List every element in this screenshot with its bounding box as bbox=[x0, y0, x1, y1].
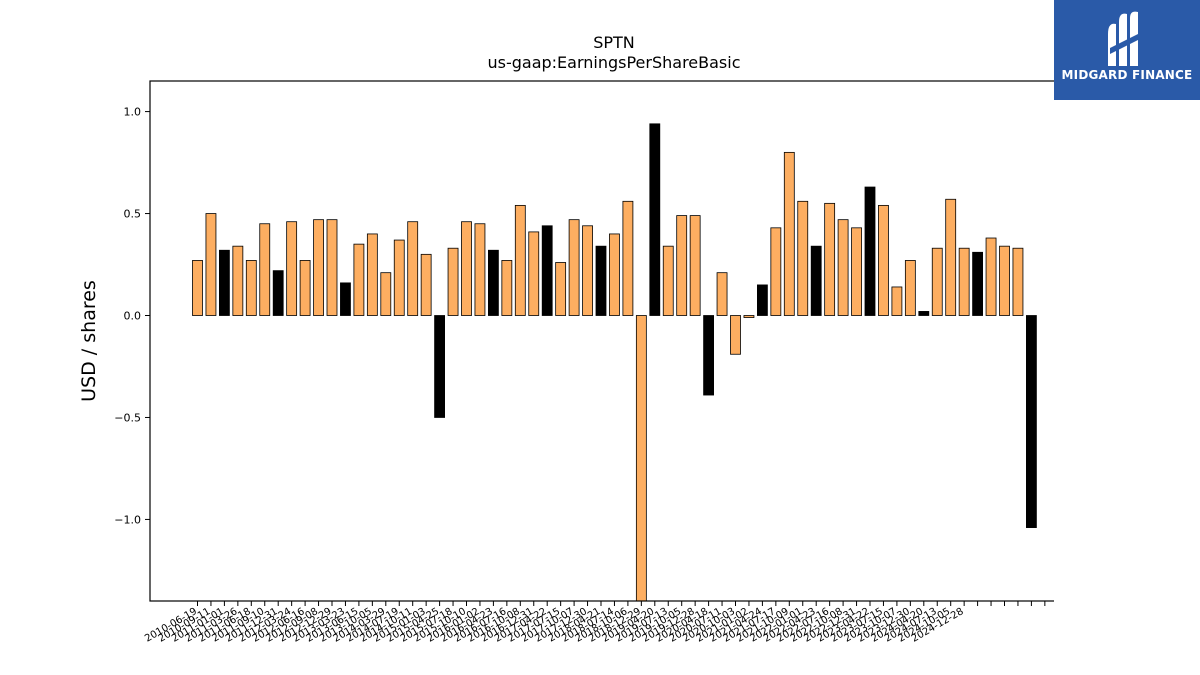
bar-2013-03-23 bbox=[340, 282, 351, 316]
bar-2017-07-15 bbox=[555, 262, 567, 316]
bar-2011-06-18 bbox=[245, 260, 257, 316]
bar-2023-12-30 bbox=[904, 260, 916, 316]
bar-2015-01-03 bbox=[420, 253, 432, 316]
bar-2012-09-08 bbox=[313, 219, 324, 316]
bar-2014-07-19 bbox=[393, 239, 405, 316]
y-tick-label: −1.0 bbox=[114, 513, 141, 526]
bar-2025-04-19 bbox=[972, 251, 983, 316]
bar-2015-07-18 bbox=[447, 247, 459, 316]
bar-2022-01-01 bbox=[797, 200, 809, 316]
bar-2014-03-29 bbox=[380, 272, 392, 316]
bar-2025-12-27 bbox=[1012, 247, 1024, 316]
bar-2024-12-28 bbox=[958, 247, 970, 316]
bar-2011-09-10 bbox=[259, 223, 271, 316]
bar-2012-06-16 bbox=[299, 260, 311, 316]
bar-2024-07-13 bbox=[931, 247, 943, 316]
bar-2018-10-06 bbox=[622, 200, 634, 316]
bar-2021-10-09 bbox=[783, 151, 795, 316]
bar-2017-04-22 bbox=[541, 225, 553, 316]
bar-2021-01-02 bbox=[743, 315, 755, 318]
bar-2019-04-20 bbox=[649, 123, 661, 316]
chart-title: SPTN bbox=[593, 33, 635, 52]
bar-2022-12-31 bbox=[851, 227, 862, 316]
bar-2025-10-04 bbox=[999, 245, 1010, 316]
bar-2011-03-26 bbox=[232, 245, 244, 316]
bar-2016-10-08 bbox=[514, 204, 526, 316]
bar-2010-09-11 bbox=[205, 213, 217, 316]
bar-2018-12-29 bbox=[635, 315, 647, 602]
bar-2013-10-05 bbox=[366, 233, 378, 316]
bar-2018-07-14 bbox=[609, 233, 620, 316]
bar-2011-01-01 bbox=[218, 249, 230, 316]
bar-2019-10-05 bbox=[676, 215, 688, 316]
y-tick-label: −0.5 bbox=[114, 411, 141, 424]
bar-2016-01-02 bbox=[474, 223, 486, 316]
bar-2017-10-07 bbox=[568, 219, 580, 316]
bar-2016-07-16 bbox=[501, 260, 513, 316]
bar-2013-06-15 bbox=[353, 243, 365, 316]
bar-2026-04-18 bbox=[1026, 315, 1037, 528]
bar-2022-07-16 bbox=[824, 202, 836, 316]
bar-2018-04-21 bbox=[595, 245, 607, 316]
y-tick-label: 0.5 bbox=[124, 208, 142, 221]
bar-2021-07-17 bbox=[770, 227, 782, 316]
bar-2016-04-23 bbox=[487, 249, 499, 316]
bar-2020-10-03 bbox=[730, 315, 741, 355]
bar-2011-12-31 bbox=[272, 270, 284, 316]
bar-2017-12-30 bbox=[582, 225, 593, 316]
brand-logo: MIDGARD FINANCE bbox=[1054, 0, 1200, 100]
y-axis-label: USD / shares bbox=[78, 280, 100, 402]
bar-2016-12-31 bbox=[528, 231, 540, 316]
bar-2015-04-25 bbox=[434, 315, 446, 418]
bar-2022-04-23 bbox=[810, 245, 822, 316]
y-tick-label: 0.0 bbox=[124, 310, 142, 323]
chart-subtitle: us-gaap:EarningsPerShareBasic bbox=[487, 53, 740, 72]
bar-2010-06-19 bbox=[192, 260, 203, 316]
bar-2022-10-08 bbox=[837, 219, 849, 316]
bar-2023-04-22 bbox=[864, 186, 876, 316]
plot-frame bbox=[149, 80, 1054, 602]
eps-bar-chart: SPTN us-gaap:EarningsPerShareBasic USD /… bbox=[78, 33, 1054, 645]
midgard-m-logo-icon bbox=[1108, 11, 1146, 67]
bar-2019-07-13 bbox=[662, 245, 674, 316]
brand-name: MIDGARD FINANCE bbox=[1061, 68, 1193, 82]
bar-2012-12-29 bbox=[326, 219, 338, 316]
bar-2015-10-10 bbox=[461, 221, 472, 316]
x-axis-ticks: 2010-06-192010-09-112011-01-012011-03-26… bbox=[143, 601, 1046, 645]
bars-group bbox=[192, 123, 1037, 602]
y-axis-ticks: −1.0 −0.5 0.0 0.5 1.0 bbox=[114, 106, 150, 526]
bar-2024-10-05 bbox=[945, 198, 957, 316]
bar-2023-10-07 bbox=[891, 286, 903, 316]
bar-2021-04-24 bbox=[757, 284, 768, 316]
bar-2012-03-24 bbox=[286, 221, 298, 316]
bar-2025-07-12 bbox=[985, 237, 997, 316]
y-tick-label: 1.0 bbox=[124, 106, 142, 119]
bar-2014-10-11 bbox=[407, 221, 419, 316]
bar-2023-07-15 bbox=[878, 204, 889, 316]
bar-2020-04-18 bbox=[703, 315, 714, 396]
bar-2024-04-20 bbox=[918, 311, 930, 316]
bar-2020-07-11 bbox=[716, 272, 728, 316]
bar-2019-12-28 bbox=[689, 215, 701, 316]
